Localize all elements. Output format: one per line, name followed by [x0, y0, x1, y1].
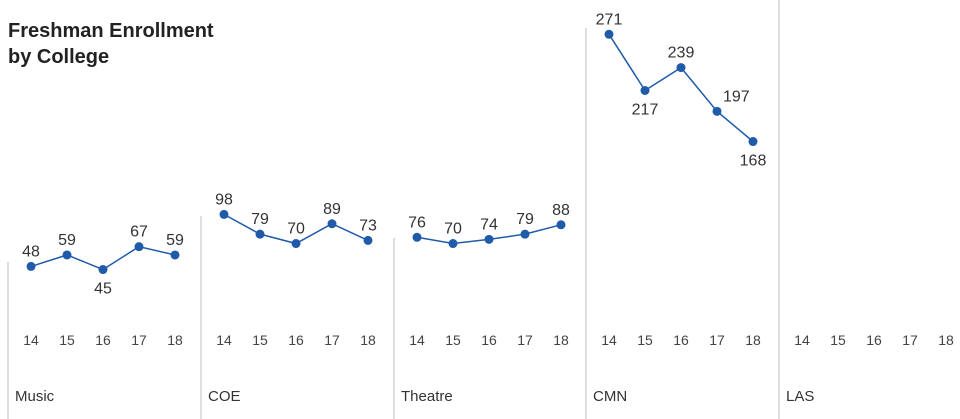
tick-label-coe-16: 16	[288, 332, 304, 348]
tick-label-music-15: 15	[59, 332, 75, 348]
data-point-theatre-14	[412, 232, 422, 242]
college-label-las: LAS	[786, 388, 814, 405]
data-point-cmn-18	[748, 137, 758, 147]
data-point-theatre-16	[484, 234, 494, 244]
tick-label-las-15: 15	[830, 332, 846, 348]
tick-label-theatre-18: 18	[553, 332, 569, 348]
value-label-coe-17: 89	[323, 201, 341, 218]
tick-label-cmn-15: 15	[637, 332, 653, 348]
data-point-coe-17	[327, 219, 337, 229]
value-label-music-18: 59	[166, 232, 184, 249]
data-point-theatre-15	[448, 239, 458, 249]
value-label-music-16: 45	[94, 281, 112, 298]
data-point-theatre-17	[520, 229, 530, 239]
tick-label-theatre-15: 15	[445, 332, 461, 348]
tick-label-coe-14: 14	[216, 332, 232, 348]
data-point-coe-15	[255, 229, 265, 239]
tick-label-coe-17: 17	[324, 332, 340, 348]
value-label-theatre-15: 70	[444, 221, 462, 238]
value-label-cmn-18: 168	[740, 153, 767, 170]
college-label-music: Music	[15, 388, 55, 405]
data-point-music-15	[62, 250, 72, 260]
tick-label-coe-18: 18	[360, 332, 376, 348]
chart-title-line-2: by College	[8, 46, 110, 68]
chart-title-line-1: Freshman Enrollment	[8, 20, 214, 42]
tick-label-music-14: 14	[23, 332, 39, 348]
tick-label-cmn-18: 18	[745, 332, 761, 348]
data-point-cmn-17	[712, 106, 722, 116]
college-label-coe: COE	[208, 388, 241, 405]
data-point-cmn-14	[604, 29, 614, 39]
tick-label-theatre-17: 17	[517, 332, 533, 348]
value-label-theatre-18: 88	[552, 202, 570, 219]
tick-label-cmn-17: 17	[709, 332, 725, 348]
college-label-cmn: CMN	[593, 388, 627, 405]
tick-label-las-16: 16	[866, 332, 882, 348]
data-point-music-18	[170, 250, 180, 260]
tick-label-las-14: 14	[794, 332, 810, 348]
value-label-music-15: 59	[58, 232, 76, 249]
data-point-music-16	[98, 265, 108, 275]
tick-label-cmn-16: 16	[673, 332, 689, 348]
data-point-music-14	[26, 261, 36, 271]
data-point-theatre-18	[556, 220, 566, 230]
tick-label-theatre-14: 14	[409, 332, 425, 348]
tick-label-cmn-14: 14	[601, 332, 617, 348]
tick-label-theatre-16: 16	[481, 332, 497, 348]
value-label-coe-15: 79	[251, 211, 269, 228]
value-label-theatre-16: 74	[480, 216, 498, 233]
value-label-coe-18: 73	[359, 217, 377, 234]
value-label-music-17: 67	[130, 224, 148, 241]
tick-label-music-18: 18	[167, 332, 183, 348]
data-point-coe-18	[363, 235, 373, 245]
data-point-coe-16	[291, 239, 301, 249]
tick-label-coe-15: 15	[252, 332, 268, 348]
value-label-theatre-14: 76	[408, 214, 426, 231]
value-label-cmn-14: 271	[596, 11, 623, 28]
data-point-coe-14	[219, 209, 229, 219]
value-label-coe-14: 98	[215, 191, 233, 208]
value-label-music-14: 48	[22, 243, 40, 260]
value-label-coe-16: 70	[287, 221, 305, 238]
data-point-cmn-16	[676, 63, 686, 73]
value-label-theatre-17: 79	[516, 211, 534, 228]
chart-title: Freshman Enrollment by College	[8, 18, 214, 70]
value-label-cmn-15: 217	[632, 102, 659, 119]
tick-label-las-18: 18	[938, 332, 954, 348]
data-point-cmn-15	[640, 86, 650, 96]
data-point-music-17	[134, 242, 144, 252]
value-label-cmn-17: 197	[723, 88, 750, 105]
college-label-theatre: Theatre	[401, 388, 453, 405]
tick-label-music-17: 17	[131, 332, 147, 348]
tick-label-music-16: 16	[95, 332, 111, 348]
value-label-cmn-16: 239	[668, 45, 695, 62]
tick-label-las-17: 17	[902, 332, 918, 348]
